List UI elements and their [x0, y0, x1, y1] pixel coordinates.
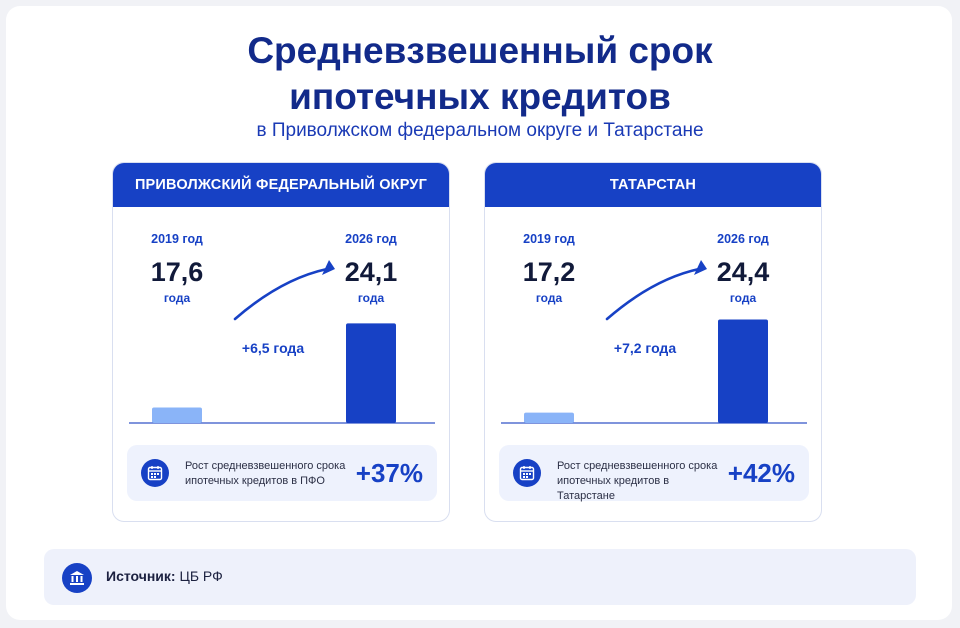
category-label: 2019 год	[151, 232, 203, 246]
growth-arrow	[233, 267, 329, 321]
value-label: 24,4	[717, 257, 770, 287]
calendar-icon	[513, 459, 541, 487]
bank-icon	[62, 563, 92, 593]
unit-label: года	[164, 291, 191, 305]
tatarstan-card: ТАТАРСТАН 2019 год 17,2 года 2026 год 24,4 го…	[484, 162, 822, 522]
bar-2019	[524, 412, 574, 423]
pfo-card: ПРИВОЛЖСКИЙ ФЕДЕРАЛЬНЫЙ ОКРУГ 2019 год 17…	[112, 162, 450, 522]
unit-label: года	[730, 291, 757, 305]
title-line-1: Средневзвешенный срок	[247, 30, 713, 71]
change-label: +7,2 года	[614, 340, 676, 356]
card-title: ПРИВОЛЖСКИЙ ФЕДЕРАЛЬНЫЙ ОКРУГ	[113, 163, 449, 207]
category-label: 2026 год	[345, 232, 397, 246]
source-label: Источник:	[106, 568, 176, 584]
unit-label: года	[358, 291, 385, 305]
card-title: ТАТАРСТАН	[485, 163, 821, 207]
title-line-2: ипотечных кредитов	[289, 76, 671, 117]
page-subtitle: в Приволжском федеральном округе и Татар…	[256, 120, 704, 141]
pfo-summary-box: Рост средневзвешенного срока ипотечных к…	[127, 445, 437, 501]
arrow-head	[322, 260, 335, 275]
arrow-head	[694, 260, 707, 275]
page-title: Средневзвешенный срок ипотечных кредитов	[0, 28, 960, 120]
tatarstan-bar-chart: 2019 год 17,2 года 2026 год 24,4 года +7,2 год…	[501, 232, 807, 424]
calendar-icon	[141, 459, 169, 487]
category-label: 2026 год	[717, 232, 769, 246]
value-label: 17,6	[151, 257, 204, 287]
pfo-bar-chart: 2019 год 17,6 года 2026 год 24,1 года +6,5 год…	[129, 232, 435, 424]
value-label: 17,2	[523, 257, 576, 287]
value-label: 24,1	[345, 257, 398, 287]
bar-2026	[718, 319, 768, 423]
bar-2026	[346, 323, 396, 423]
tatarstan-summary-box: Рост средневзвешенного срока ипотечных к…	[499, 445, 809, 502]
bar-2019	[152, 407, 202, 423]
unit-label: года	[536, 291, 563, 305]
source-text: Источник: ЦБ РФ	[106, 568, 223, 584]
summary-text: Рост средневзвешенного срока ипотечных к…	[557, 460, 718, 502]
change-label: +6,5 года	[242, 340, 304, 356]
source-bar: Источник: ЦБ РФ	[44, 549, 916, 605]
summary-text: Рост средневзвешенного срока ипотечных к…	[185, 460, 346, 487]
summary-percent: +37%	[355, 458, 423, 488]
growth-arrow	[605, 267, 701, 321]
source-value: ЦБ РФ	[175, 568, 223, 584]
summary-percent: +42%	[727, 458, 795, 488]
category-label: 2019 год	[523, 232, 575, 246]
